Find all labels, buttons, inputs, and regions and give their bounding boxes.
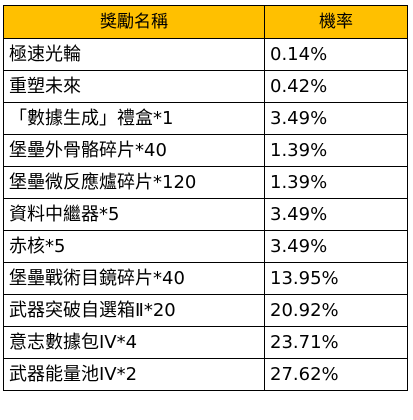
- probability-cell: 1.39%: [264, 166, 408, 199]
- reward-name-cell: 武器能量池IV*2: [3, 358, 265, 391]
- reward-name-cell: 資料中繼器*5: [3, 198, 265, 231]
- probability-cell: 1.39%: [264, 134, 408, 167]
- reward-name-cell: 堡壘外骨骼碎片*40: [3, 134, 265, 167]
- header-reward-name: 獎勵名稱: [3, 5, 265, 39]
- reward-name-cell: 赤核*5: [3, 230, 265, 263]
- reward-name-cell: 武器突破自選箱Ⅱ*20: [3, 294, 265, 327]
- table-row: 意志數據包IV*4 23.71%: [3, 326, 408, 359]
- reward-name-cell: 重塑未來: [3, 70, 265, 103]
- table-row: 極速光輪 0.14%: [3, 38, 408, 71]
- reward-name-cell: 意志數據包IV*4: [3, 326, 265, 359]
- reward-name-cell: 「數據生成」禮盒*1: [3, 102, 265, 135]
- probability-cell: 27.62%: [264, 358, 408, 391]
- header-probability: 機率: [264, 5, 408, 39]
- table-row: 武器突破自選箱Ⅱ*20 20.92%: [3, 294, 408, 327]
- reward-name-cell: 堡壘微反應爐碎片*120: [3, 166, 265, 199]
- probability-cell: 3.49%: [264, 198, 408, 231]
- table-row: 資料中繼器*5 3.49%: [3, 198, 408, 231]
- reward-name-cell: 極速光輪: [3, 38, 265, 71]
- probability-cell: 13.95%: [264, 262, 408, 295]
- table-row: 堡壘微反應爐碎片*120 1.39%: [3, 166, 408, 199]
- table-row: 堡壘戰術目鏡碎片*40 13.95%: [3, 262, 408, 295]
- probability-cell: 0.14%: [264, 38, 408, 71]
- probability-cell: 0.42%: [264, 70, 408, 103]
- table-header-row: 獎勵名稱 機率: [3, 5, 408, 39]
- probability-cell: 3.49%: [264, 230, 408, 263]
- table-row: 堡壘外骨骼碎片*40 1.39%: [3, 134, 408, 167]
- reward-probability-table: 獎勵名稱 機率 極速光輪 0.14% 重塑未來 0.42% 「數據生成」禮盒*1…: [3, 5, 408, 391]
- probability-cell: 3.49%: [264, 102, 408, 135]
- probability-cell: 20.92%: [264, 294, 408, 327]
- table-row: 赤核*5 3.49%: [3, 230, 408, 263]
- table-row: 武器能量池IV*2 27.62%: [3, 358, 408, 391]
- probability-cell: 23.71%: [264, 326, 408, 359]
- table-row: 「數據生成」禮盒*1 3.49%: [3, 102, 408, 135]
- reward-name-cell: 堡壘戰術目鏡碎片*40: [3, 262, 265, 295]
- table-row: 重塑未來 0.42%: [3, 70, 408, 103]
